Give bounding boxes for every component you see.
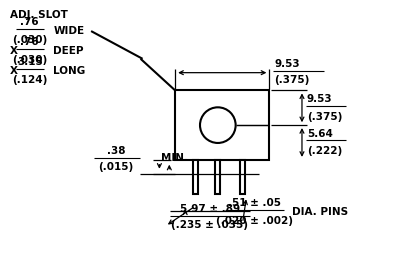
Text: MIN.: MIN. [161, 153, 188, 163]
Text: .51 ± .05: .51 ± .05 [228, 198, 281, 208]
Bar [175, 91, 269, 160]
Bar [192, 160, 198, 194]
Bar [240, 160, 245, 194]
Text: (.235 ± .035): (.235 ± .035) [172, 220, 248, 230]
Text: LONG: LONG [54, 66, 86, 76]
Text: WIDE: WIDE [54, 26, 85, 36]
Text: 9.53: 9.53 [307, 94, 332, 104]
Text: X: X [10, 66, 18, 76]
Text: (.375): (.375) [307, 112, 342, 122]
Text: DIA. PINS: DIA. PINS [292, 207, 348, 217]
Text: (.030): (.030) [12, 35, 47, 45]
Text: .76: .76 [20, 37, 39, 47]
Text: (.020 ± .002): (.020 ± .002) [216, 216, 293, 226]
Text: 3.15: 3.15 [17, 57, 42, 67]
Text: (.222): (.222) [307, 147, 342, 157]
Circle shape [200, 107, 236, 143]
Text: .76: .76 [20, 17, 39, 27]
Text: 5.64: 5.64 [307, 128, 333, 138]
Text: (.030): (.030) [12, 55, 47, 65]
Text: 5.97 ± .89: 5.97 ± .89 [180, 204, 240, 214]
Text: X: X [10, 46, 18, 56]
Bar [215, 160, 220, 194]
Text: ADJ. SLOT: ADJ. SLOT [10, 10, 68, 20]
Text: .38: .38 [106, 146, 125, 156]
Text: 9.53: 9.53 [274, 59, 300, 69]
Text: DEEP: DEEP [54, 46, 84, 56]
Text: (.124): (.124) [12, 75, 48, 85]
Text: (.375): (.375) [274, 75, 310, 85]
Text: (.015): (.015) [98, 162, 134, 172]
